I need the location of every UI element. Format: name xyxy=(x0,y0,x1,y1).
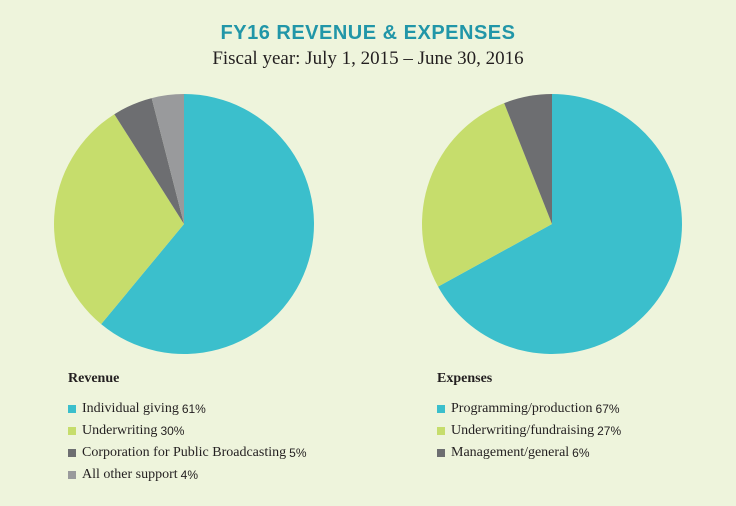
legend-item: Programming/production 67% xyxy=(437,398,621,420)
legend-swatch xyxy=(437,427,445,435)
expenses-slice-underwriting-fundraising xyxy=(422,103,552,287)
legend-item: Underwriting/fundraising 27% xyxy=(437,420,621,442)
legend-swatch xyxy=(68,449,76,457)
revenue-slice-all-other-support xyxy=(151,94,184,224)
legend-item: Underwriting 30% xyxy=(68,420,306,442)
legend-swatch xyxy=(68,471,76,479)
legend-label: Individual giving xyxy=(82,401,179,416)
legend-swatch xyxy=(437,449,445,457)
revenue-pie-chart xyxy=(54,94,315,354)
legend-value: 5% xyxy=(289,446,307,460)
revenue-slice-corporation-for-public-broadcasting xyxy=(114,98,184,224)
legend-value: 67% xyxy=(595,402,620,416)
legend-label: Underwriting/fundraising xyxy=(451,423,595,438)
legend-label: Programming/production xyxy=(451,401,593,416)
legend-value: 30% xyxy=(160,424,185,438)
legend-item: Corporation for Public Broadcasting 5% xyxy=(68,442,306,464)
legend-swatch xyxy=(68,405,76,413)
legend-swatch xyxy=(68,427,76,435)
revenue-legend: Revenue Individual giving 61% Underwriting… xyxy=(68,371,306,486)
expenses-pie-chart xyxy=(422,94,682,354)
chart-title: FY16 REVENUE & EXPENSES xyxy=(220,22,516,44)
legend-value: 4% xyxy=(180,468,198,482)
revenue-slice-individual-giving xyxy=(101,94,315,354)
legend-item: Management/general 6% xyxy=(437,442,621,464)
expenses-legend: Expenses Programming/production 67% Underw… xyxy=(437,371,621,464)
legend-label: Management/general xyxy=(451,445,570,460)
legend-label: Corporation for Public Broadcasting xyxy=(82,445,287,460)
legend-item: Individual giving 61% xyxy=(68,398,306,420)
revenue-legend-heading: Revenue xyxy=(68,371,120,386)
expenses-slice-management-general xyxy=(504,94,552,224)
legend-value: 61% xyxy=(181,402,206,416)
expenses-legend-heading: Expenses xyxy=(437,371,493,386)
legend-value: 27% xyxy=(597,424,622,438)
revenue-slice-underwriting xyxy=(54,114,184,325)
legend-label: Underwriting xyxy=(82,423,158,438)
expenses-slice-programming-production xyxy=(438,94,682,354)
legend-item: All other support 4% xyxy=(68,464,306,486)
legend-value: 6% xyxy=(572,446,590,460)
legend-label: All other support xyxy=(82,467,178,482)
legend-swatch xyxy=(437,405,445,413)
chart-subtitle: Fiscal year: July 1, 2015 – June 30, 201… xyxy=(212,48,524,69)
